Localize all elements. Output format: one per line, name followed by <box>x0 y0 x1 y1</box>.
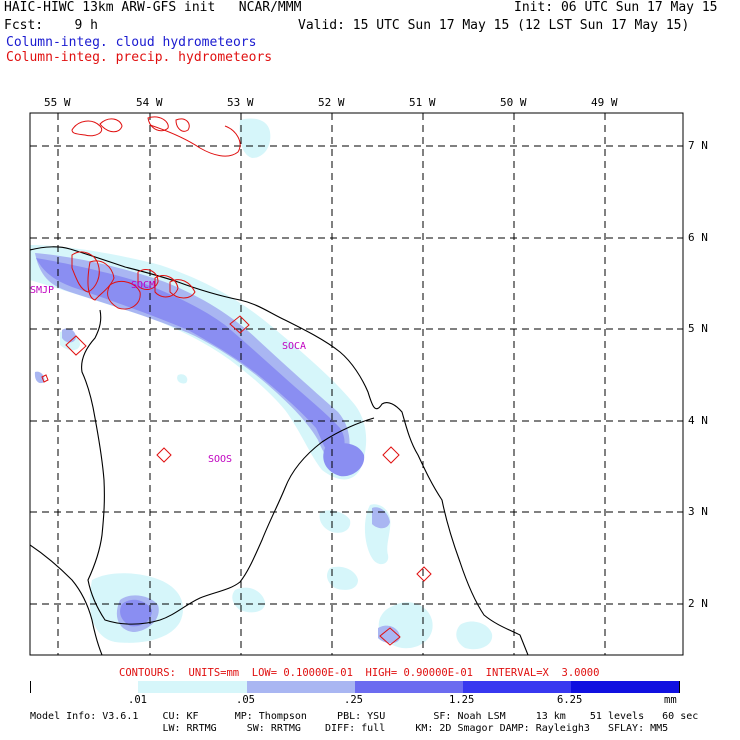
colorbar-tick-0: .01 <box>128 694 147 706</box>
legend-cloud-label: Column-integ. cloud hydrometeors <box>6 35 257 50</box>
colorbar-segment-0 <box>31 681 138 693</box>
lon-label-54w: 54 W <box>136 96 163 109</box>
colorbar-tick-2: .25 <box>344 694 363 706</box>
colorbar-tick-4: 6.25 <box>557 694 583 706</box>
colorbar-segment-3 <box>355 681 463 693</box>
colorbar-tick-1: .05 <box>236 694 255 706</box>
lat-label-7n: 7 N <box>688 139 708 152</box>
precip-contours <box>41 116 432 646</box>
colorbar-units: mm <box>664 694 677 706</box>
lon-label-50w: 50 W <box>500 96 527 109</box>
contour-info: CONTOURS: UNITS=mm LOW= 0.10000E-01 HIGH… <box>119 667 600 679</box>
valid-time: Valid: 15 UTC Sun 17 May 15 (12 LST Sun … <box>298 18 690 33</box>
map-frame <box>29 112 684 656</box>
lon-label-55w: 55 W <box>44 96 71 109</box>
lon-label-49w: 49 W <box>591 96 618 109</box>
colorbar-segment-1 <box>138 681 247 693</box>
station-soca: SOCA <box>282 341 307 352</box>
lat-label-6n: 6 N <box>688 231 708 244</box>
lat-label-5n: 5 N <box>688 322 708 335</box>
station-smjp: SMJP <box>30 285 55 296</box>
lat-label-2n: 2 N <box>688 597 708 610</box>
shaded-fields <box>30 118 493 650</box>
legend-precip-label: Column-integ. precip. hydrometeors <box>6 50 273 65</box>
station-soos: SOOS <box>208 454 233 465</box>
colorbar-tick-3: 1.25 <box>449 694 475 706</box>
model-info-line2: LW: RRTMG SW: RRTMG DIFF: full KM: 2D Sm… <box>30 723 669 734</box>
colorbar-segment-2 <box>247 681 355 693</box>
colorbar-segment-4 <box>463 681 571 693</box>
graticule <box>30 113 683 655</box>
lat-label-3n: 3 N <box>688 505 708 518</box>
colorbar-segment-5 <box>571 681 679 693</box>
coastlines <box>30 246 529 655</box>
axis-ticks <box>57 113 683 605</box>
lon-label-53w: 53 W <box>227 96 254 109</box>
forecast-hour: Fcst: 9 h <box>4 18 98 33</box>
station-socm: SOCM <box>131 280 156 291</box>
run-title: HAIC-HIWC 13km ARW-GFS init NCAR/MMM <box>4 0 302 15</box>
init-time: Init: 06 UTC Sun 17 May 15 <box>514 0 718 15</box>
lat-label-4n: 4 N <box>688 414 708 427</box>
lon-label-52w: 52 W <box>318 96 345 109</box>
lon-label-51w: 51 W <box>409 96 436 109</box>
model-info-line1: Model Info: V3.6.1 CU: KF MP: Thompson P… <box>30 711 699 722</box>
